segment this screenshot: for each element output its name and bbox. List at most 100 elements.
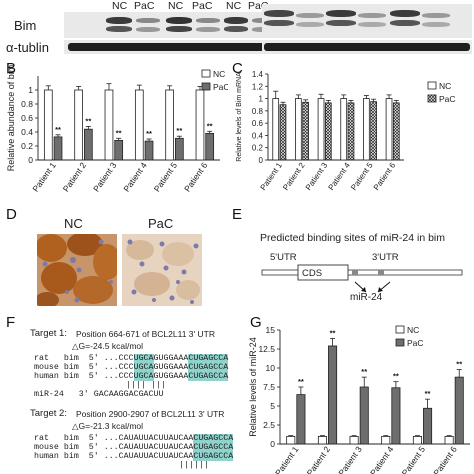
- x-tick-label: Patient 3: [91, 160, 119, 193]
- bar-nc: [43, 89, 53, 161]
- y-tick-label: 0: [28, 155, 33, 165]
- bar-nc: [381, 436, 391, 445]
- panel-letter-g: G: [250, 314, 262, 331]
- y-tick-label: 7.5: [263, 382, 275, 392]
- bar-pac: [175, 137, 184, 161]
- significance-mark: **: [456, 360, 462, 369]
- target1-alignment: rat bim 5' ...CCCUGCAGUGGAAACUGAGCCA mou…: [34, 354, 229, 399]
- seq-mid: GUGGAAA: [153, 372, 189, 381]
- seq-label: mouse bim 5': [34, 363, 99, 372]
- significance-mark: **: [55, 125, 61, 134]
- bar-nc: [272, 98, 280, 161]
- target1-position: Position 664-671 of BCL2L11 3' UTR: [76, 329, 215, 339]
- chart-g: 0 2.5 5 7.5 10 12.5 15 Relative levels of miR-2…: [248, 325, 470, 474]
- seq-seed: CUGAGCCA: [193, 443, 234, 452]
- ihc-image-nc: [37, 234, 117, 306]
- legend-label: PaC: [213, 82, 228, 92]
- seq-seed-1: UGCA: [133, 354, 154, 363]
- legend-swatch: [395, 325, 405, 334]
- x-tick-label: Patient 2: [305, 444, 333, 474]
- target2-position: Position 2900-2907 of BCL2L11 3' UTR: [76, 409, 225, 419]
- bar-pac: [359, 386, 369, 445]
- y-tick-label: 0: [259, 156, 264, 165]
- legend-swatch: [427, 81, 437, 90]
- ihc-label-nc: NC: [64, 216, 83, 231]
- seq-pre: ...CAUAUUACUUAUCAA: [98, 443, 194, 452]
- y-tick-label: 0: [270, 439, 275, 449]
- bar-nc: [385, 98, 393, 161]
- y-tick-label: 1.2: [252, 82, 264, 91]
- y-tick-label: 0.4: [252, 131, 264, 140]
- bar-pac: [84, 128, 93, 161]
- y-tick-label: 1: [28, 85, 33, 95]
- seq-row: mouse bim 5' ...CAUAUUACUUAUCAACUGAGCCA: [34, 443, 234, 452]
- seq-pre: ...CAUAUUACUUAUCAA: [98, 434, 194, 443]
- seq-seed-2: CUGAGCCA: [188, 372, 229, 381]
- seq-seed: CUGAGCCA: [193, 452, 234, 461]
- legend-label: PaC: [439, 94, 456, 104]
- blot-label-bim: Bim: [14, 18, 37, 33]
- y-axis-title: Relative levels of miR-24: [248, 337, 258, 437]
- gene-diagram: [261, 264, 463, 293]
- bar-nc: [286, 436, 296, 445]
- lane-label: NC: [112, 0, 128, 12]
- bar-pac: [370, 101, 377, 161]
- tubulin-blot-left: [64, 40, 276, 54]
- seq-seed-2: CUGAGCCA: [188, 363, 229, 372]
- ihc-label-pac: PaC: [148, 216, 174, 231]
- seq-row: human bim 5' ...CAUAUUACUUAUCAACUGAGCCA: [34, 452, 234, 461]
- y-tick-label: 12.5: [258, 344, 275, 354]
- bar-nc: [317, 98, 325, 161]
- bar-nc: [444, 436, 454, 445]
- bar-nc: [317, 436, 327, 445]
- bar-nc: [412, 436, 422, 445]
- seq-label: mouse bim 5': [34, 443, 99, 452]
- mir24-label: miR-24: [350, 292, 383, 303]
- bar-pac: [296, 394, 306, 445]
- pairing-lines: |||| |||: [126, 381, 166, 390]
- significance-mark: **: [146, 129, 152, 138]
- bar-nc: [74, 89, 83, 161]
- y-tick-label: 1.4: [252, 70, 264, 79]
- seq-row: rat bim 5' ...CCCUGCAGUGGAAACUGAGCCA: [34, 354, 229, 363]
- panel-letter-b: B: [6, 60, 17, 77]
- y-tick-label: 0.6: [21, 113, 33, 123]
- y-axis-title: Relative levels of Bim mRNA: [236, 72, 243, 162]
- bar-pac: [347, 102, 355, 161]
- y-tick-label: 0.8: [252, 107, 264, 116]
- legend-swatch: [395, 338, 405, 347]
- x-tick-label: Patient 5: [400, 444, 428, 474]
- target2-dg: △G=-21.3 kcal/mol: [72, 421, 144, 431]
- lane-label: PaC: [192, 0, 213, 12]
- seq-label: human bim 5': [34, 452, 99, 461]
- bim-blot-left: [64, 12, 276, 38]
- y-tick-label: 0.4: [21, 127, 33, 137]
- y-tick-label: 0.2: [252, 144, 264, 153]
- bar-pac: [144, 140, 154, 161]
- target2-title: Target 2:: [30, 408, 67, 419]
- panel-letter-f: F: [6, 314, 16, 331]
- x-tick-label: Patient 4: [121, 160, 149, 193]
- bar-nc: [165, 89, 174, 161]
- binding-sites-title: Predicted binding sites of miR-24 in bim: [260, 232, 446, 244]
- lane-label: PaC: [134, 0, 155, 12]
- blot-label-tubulin: α-tublin: [6, 40, 49, 55]
- seq-mid: GUGGAAA: [153, 363, 189, 372]
- legend-swatch: [201, 82, 211, 91]
- significance-mark: **: [85, 116, 91, 125]
- x-tick-label: Patient 6: [431, 444, 459, 474]
- legend-swatch: [201, 69, 211, 78]
- seq-label: human bim 5': [34, 372, 99, 381]
- mir-label: miR-24 3': [34, 390, 89, 399]
- lane-label: NC: [168, 0, 184, 12]
- y-tick-label: 10: [266, 363, 276, 373]
- legend-label: NC: [407, 325, 419, 335]
- x-tick-label: Patient 4: [368, 444, 396, 474]
- seq-pre: ...CCC: [98, 354, 134, 363]
- y-tick-label: 2.5: [263, 420, 275, 430]
- y-tick-label: 15: [266, 325, 276, 335]
- bar-nc: [295, 98, 302, 161]
- y-tick-label: 0.8: [21, 99, 33, 109]
- x-tick-label: Patient 6: [372, 161, 398, 192]
